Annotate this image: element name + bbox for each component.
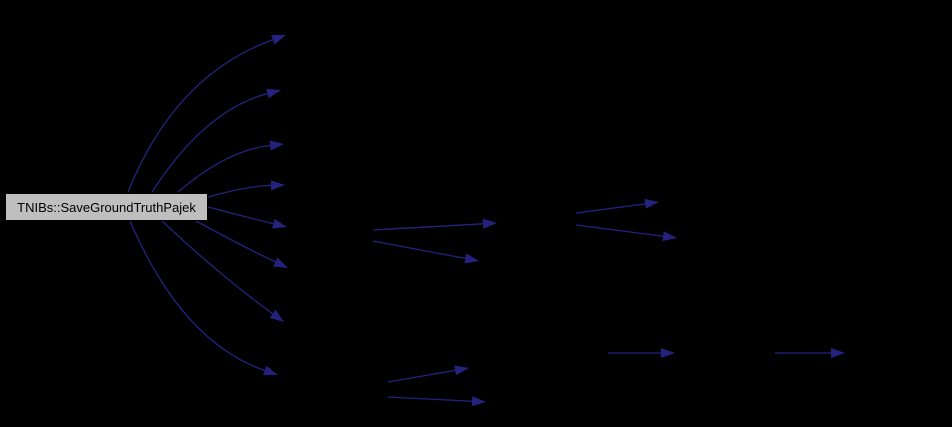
call-edge-arrowhead xyxy=(662,231,677,242)
call-edge xyxy=(177,144,271,193)
call-edge-arrowhead xyxy=(482,218,497,229)
call-edge xyxy=(372,223,484,231)
call-edge xyxy=(127,39,274,193)
call-edge-arrowhead xyxy=(271,35,286,45)
graph-node-root[interactable]: TNIBs::SaveGroundTruthPajek xyxy=(5,193,208,221)
call-edge-arrowhead xyxy=(831,348,845,358)
call-edge xyxy=(575,224,664,237)
call-edge xyxy=(195,220,276,263)
call-edge xyxy=(387,396,473,402)
call-edge-arrowhead xyxy=(263,365,278,376)
graph-node-root-label: TNIBs::SaveGroundTruthPajek xyxy=(17,199,196,215)
call-edge-arrowhead xyxy=(266,88,281,99)
call-edge-arrowhead xyxy=(454,365,469,376)
call-edge-arrowhead xyxy=(270,180,285,191)
call-edge-arrowhead xyxy=(644,198,659,209)
call-edge xyxy=(151,92,268,193)
call-edge xyxy=(207,184,272,198)
call-edge-arrowhead xyxy=(464,253,479,264)
call-edge-arrowhead xyxy=(272,218,287,229)
call-edge xyxy=(372,240,466,260)
call-edge xyxy=(575,203,646,214)
call-edge xyxy=(129,220,265,372)
call-edge-arrowhead xyxy=(661,348,675,358)
call-edge-arrowhead xyxy=(269,140,284,151)
call-edge xyxy=(387,369,456,383)
call-edge xyxy=(161,220,274,315)
call-edge xyxy=(207,206,274,225)
call-edge-arrowhead xyxy=(273,257,288,268)
call-edge-arrowhead xyxy=(471,396,486,407)
call-edge-arrowhead xyxy=(269,309,284,322)
